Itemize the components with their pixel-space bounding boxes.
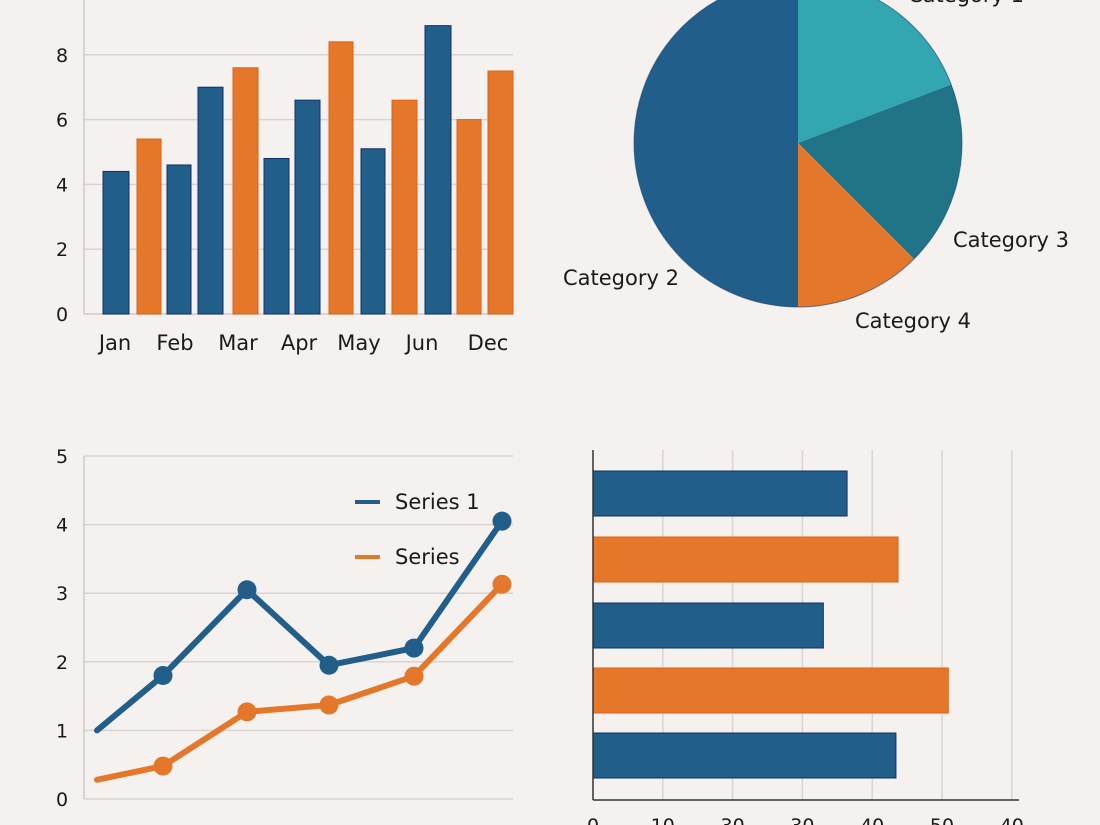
series-line <box>94 518 505 734</box>
y-tick-label: 5 <box>56 446 68 468</box>
y-tick-label: 2 <box>56 652 68 674</box>
data-point <box>237 702 257 722</box>
data-point <box>237 580 257 600</box>
bar <box>360 148 386 315</box>
line-chart: 0 1 2 3 4 5 Series 1 Series <box>56 446 513 811</box>
data-point <box>404 638 424 658</box>
x-tick-label: 40 <box>1000 815 1024 825</box>
y-tick-label: 6 <box>56 110 68 132</box>
y-tick-label: 4 <box>56 174 68 196</box>
data-point <box>404 666 424 686</box>
bar <box>456 119 482 315</box>
pie-outline <box>633 0 963 308</box>
legend: Series 1 Series <box>355 490 480 569</box>
y-tick-label: 3 <box>56 583 68 605</box>
x-tick-label: 40 <box>860 815 884 825</box>
x-tick-label: 30 <box>721 815 745 825</box>
pie-slice <box>798 143 914 307</box>
bar <box>592 470 848 517</box>
pie-slice <box>634 0 798 307</box>
legend-label: Series <box>395 545 460 569</box>
x-tick-label: 50 <box>930 815 954 825</box>
pie-label: Category 2 <box>563 266 679 290</box>
x-tick-label: Jun <box>404 331 439 355</box>
y-tick-label: 1 <box>56 720 68 742</box>
bar <box>136 138 162 315</box>
pie-slice <box>798 84 962 259</box>
series-line <box>94 581 505 783</box>
y-tick-label: 4 <box>56 515 68 537</box>
y-tick-label: 8 <box>56 45 68 67</box>
y-tick-label: 0 <box>56 789 68 811</box>
x-tick-label: 0 <box>587 815 599 825</box>
pie-label: Category 4 <box>855 309 971 333</box>
data-point <box>319 695 339 715</box>
bar <box>102 170 130 315</box>
bar <box>232 67 259 315</box>
bar <box>263 157 290 315</box>
bar <box>424 25 452 315</box>
data-point <box>492 511 512 531</box>
pie-chart: Category 1 Category 3 Category 4 Category 2 <box>563 0 1069 333</box>
bar <box>294 99 321 315</box>
y-tick-label: 10 <box>50 0 74 2</box>
x-tick-label: 10 <box>651 815 675 825</box>
x-tick-label: 30 <box>790 815 814 825</box>
y-tick-label: 2 <box>56 239 68 261</box>
pie-label: Category 1 <box>908 0 1024 7</box>
x-tick-label: Dec <box>468 331 509 355</box>
bar <box>391 99 418 315</box>
x-tick-label: Apr <box>281 331 318 355</box>
data-point <box>153 756 173 776</box>
x-tick-label: Jan <box>97 331 131 355</box>
bar <box>166 164 192 315</box>
bar <box>592 732 897 779</box>
x-tick-label: Mar <box>218 331 258 355</box>
bar <box>487 70 514 315</box>
x-tick-label: May <box>337 331 380 355</box>
x-tick-label: Feb <box>156 331 193 355</box>
vertical-bar-chart: 0 2 4 6 8 10 Jan Feb Mar Apr May Jun Dec <box>50 0 514 355</box>
legend-label: Series 1 <box>395 490 480 514</box>
pie-slice <box>798 0 952 143</box>
pie-label: Category 3 <box>953 228 1069 252</box>
bar <box>592 602 824 649</box>
bar <box>197 86 224 315</box>
data-point <box>319 655 339 675</box>
data-point <box>153 666 173 686</box>
bar <box>592 536 899 583</box>
data-point <box>492 574 512 594</box>
y-tick-label: 0 <box>56 304 68 326</box>
horizontal-bar-chart: 0 10 30 30 40 50 40 <box>587 450 1024 825</box>
bar <box>592 667 949 714</box>
bar <box>328 41 354 315</box>
